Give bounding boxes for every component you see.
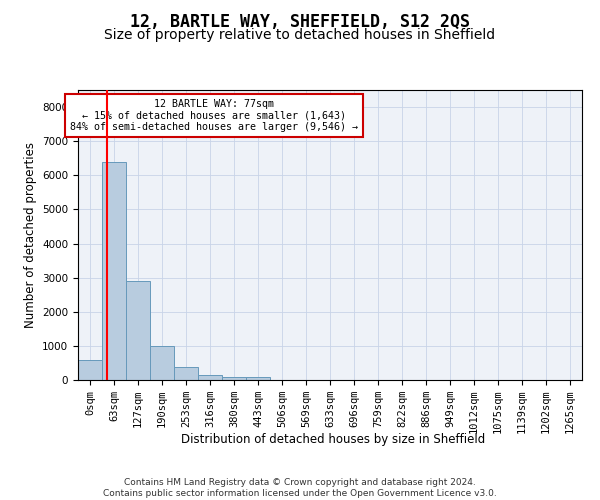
Y-axis label: Number of detached properties: Number of detached properties — [23, 142, 37, 328]
Text: Size of property relative to detached houses in Sheffield: Size of property relative to detached ho… — [104, 28, 496, 42]
Bar — [222, 376, 246, 380]
Bar — [198, 374, 222, 380]
Text: Contains HM Land Registry data © Crown copyright and database right 2024.
Contai: Contains HM Land Registry data © Crown c… — [103, 478, 497, 498]
Text: 12, BARTLE WAY, SHEFFIELD, S12 2QS: 12, BARTLE WAY, SHEFFIELD, S12 2QS — [130, 12, 470, 30]
Bar — [126, 281, 150, 380]
Bar — [78, 360, 102, 380]
Text: 12 BARTLE WAY: 77sqm
← 15% of detached houses are smaller (1,643)
84% of semi-de: 12 BARTLE WAY: 77sqm ← 15% of detached h… — [70, 98, 358, 132]
Bar — [102, 162, 126, 380]
Bar — [150, 346, 174, 380]
Bar — [246, 378, 270, 380]
Text: Distribution of detached houses by size in Sheffield: Distribution of detached houses by size … — [181, 432, 485, 446]
Bar — [174, 367, 198, 380]
